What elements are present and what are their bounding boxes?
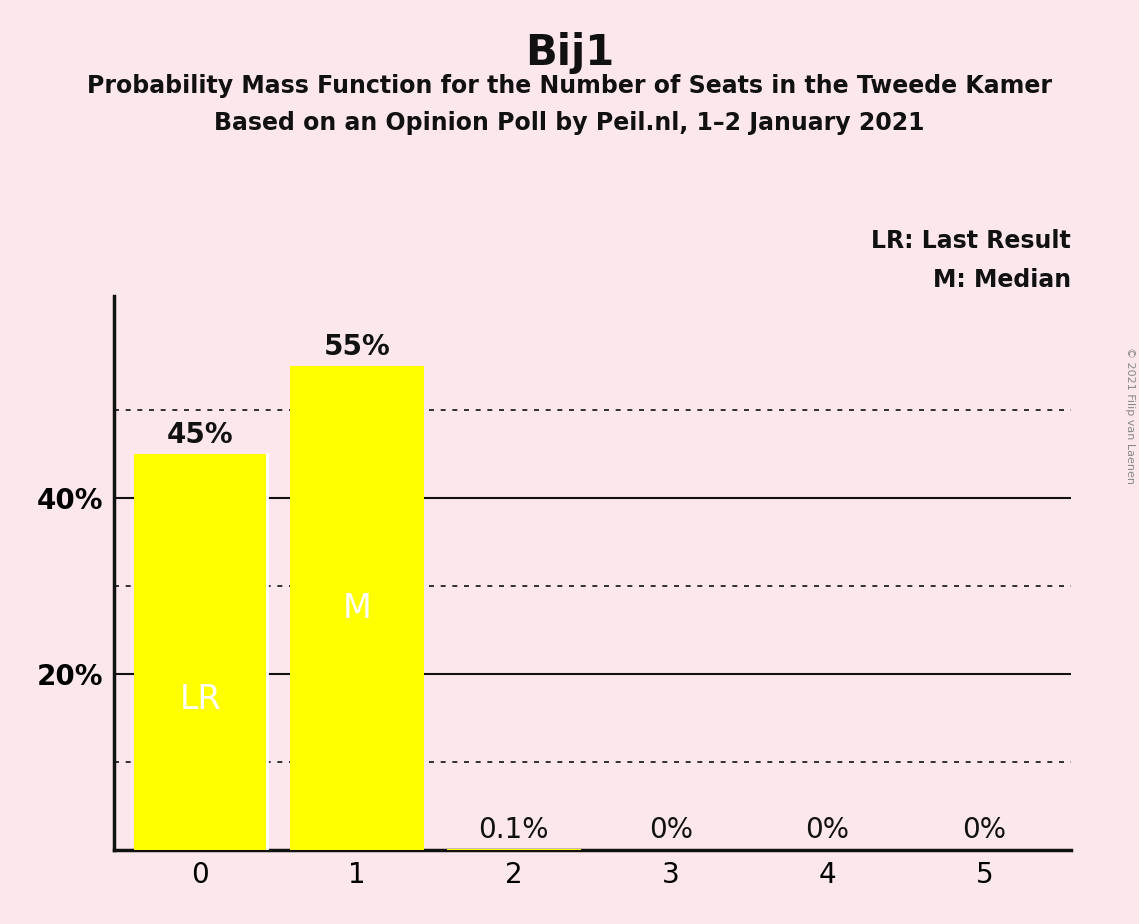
Bar [290, 366, 424, 850]
Text: 0%: 0% [962, 816, 1007, 844]
Text: Based on an Opinion Poll by Peil.nl, 1–2 January 2021: Based on an Opinion Poll by Peil.nl, 1–2… [214, 111, 925, 135]
Text: © 2021 Filip van Laenen: © 2021 Filip van Laenen [1125, 347, 1134, 484]
Text: 55%: 55% [323, 333, 391, 360]
Text: M: M [343, 591, 371, 625]
Text: 45%: 45% [166, 420, 233, 449]
Bar [133, 454, 267, 850]
Text: LR: LR [179, 683, 221, 716]
Text: 0.1%: 0.1% [478, 816, 549, 844]
Text: 0%: 0% [649, 816, 693, 844]
Text: Bij1: Bij1 [525, 32, 614, 74]
Text: 0%: 0% [805, 816, 850, 844]
Text: M: Median: M: Median [933, 268, 1071, 292]
Text: Probability Mass Function for the Number of Seats in the Tweede Kamer: Probability Mass Function for the Number… [87, 74, 1052, 98]
Text: LR: Last Result: LR: Last Result [871, 229, 1071, 253]
